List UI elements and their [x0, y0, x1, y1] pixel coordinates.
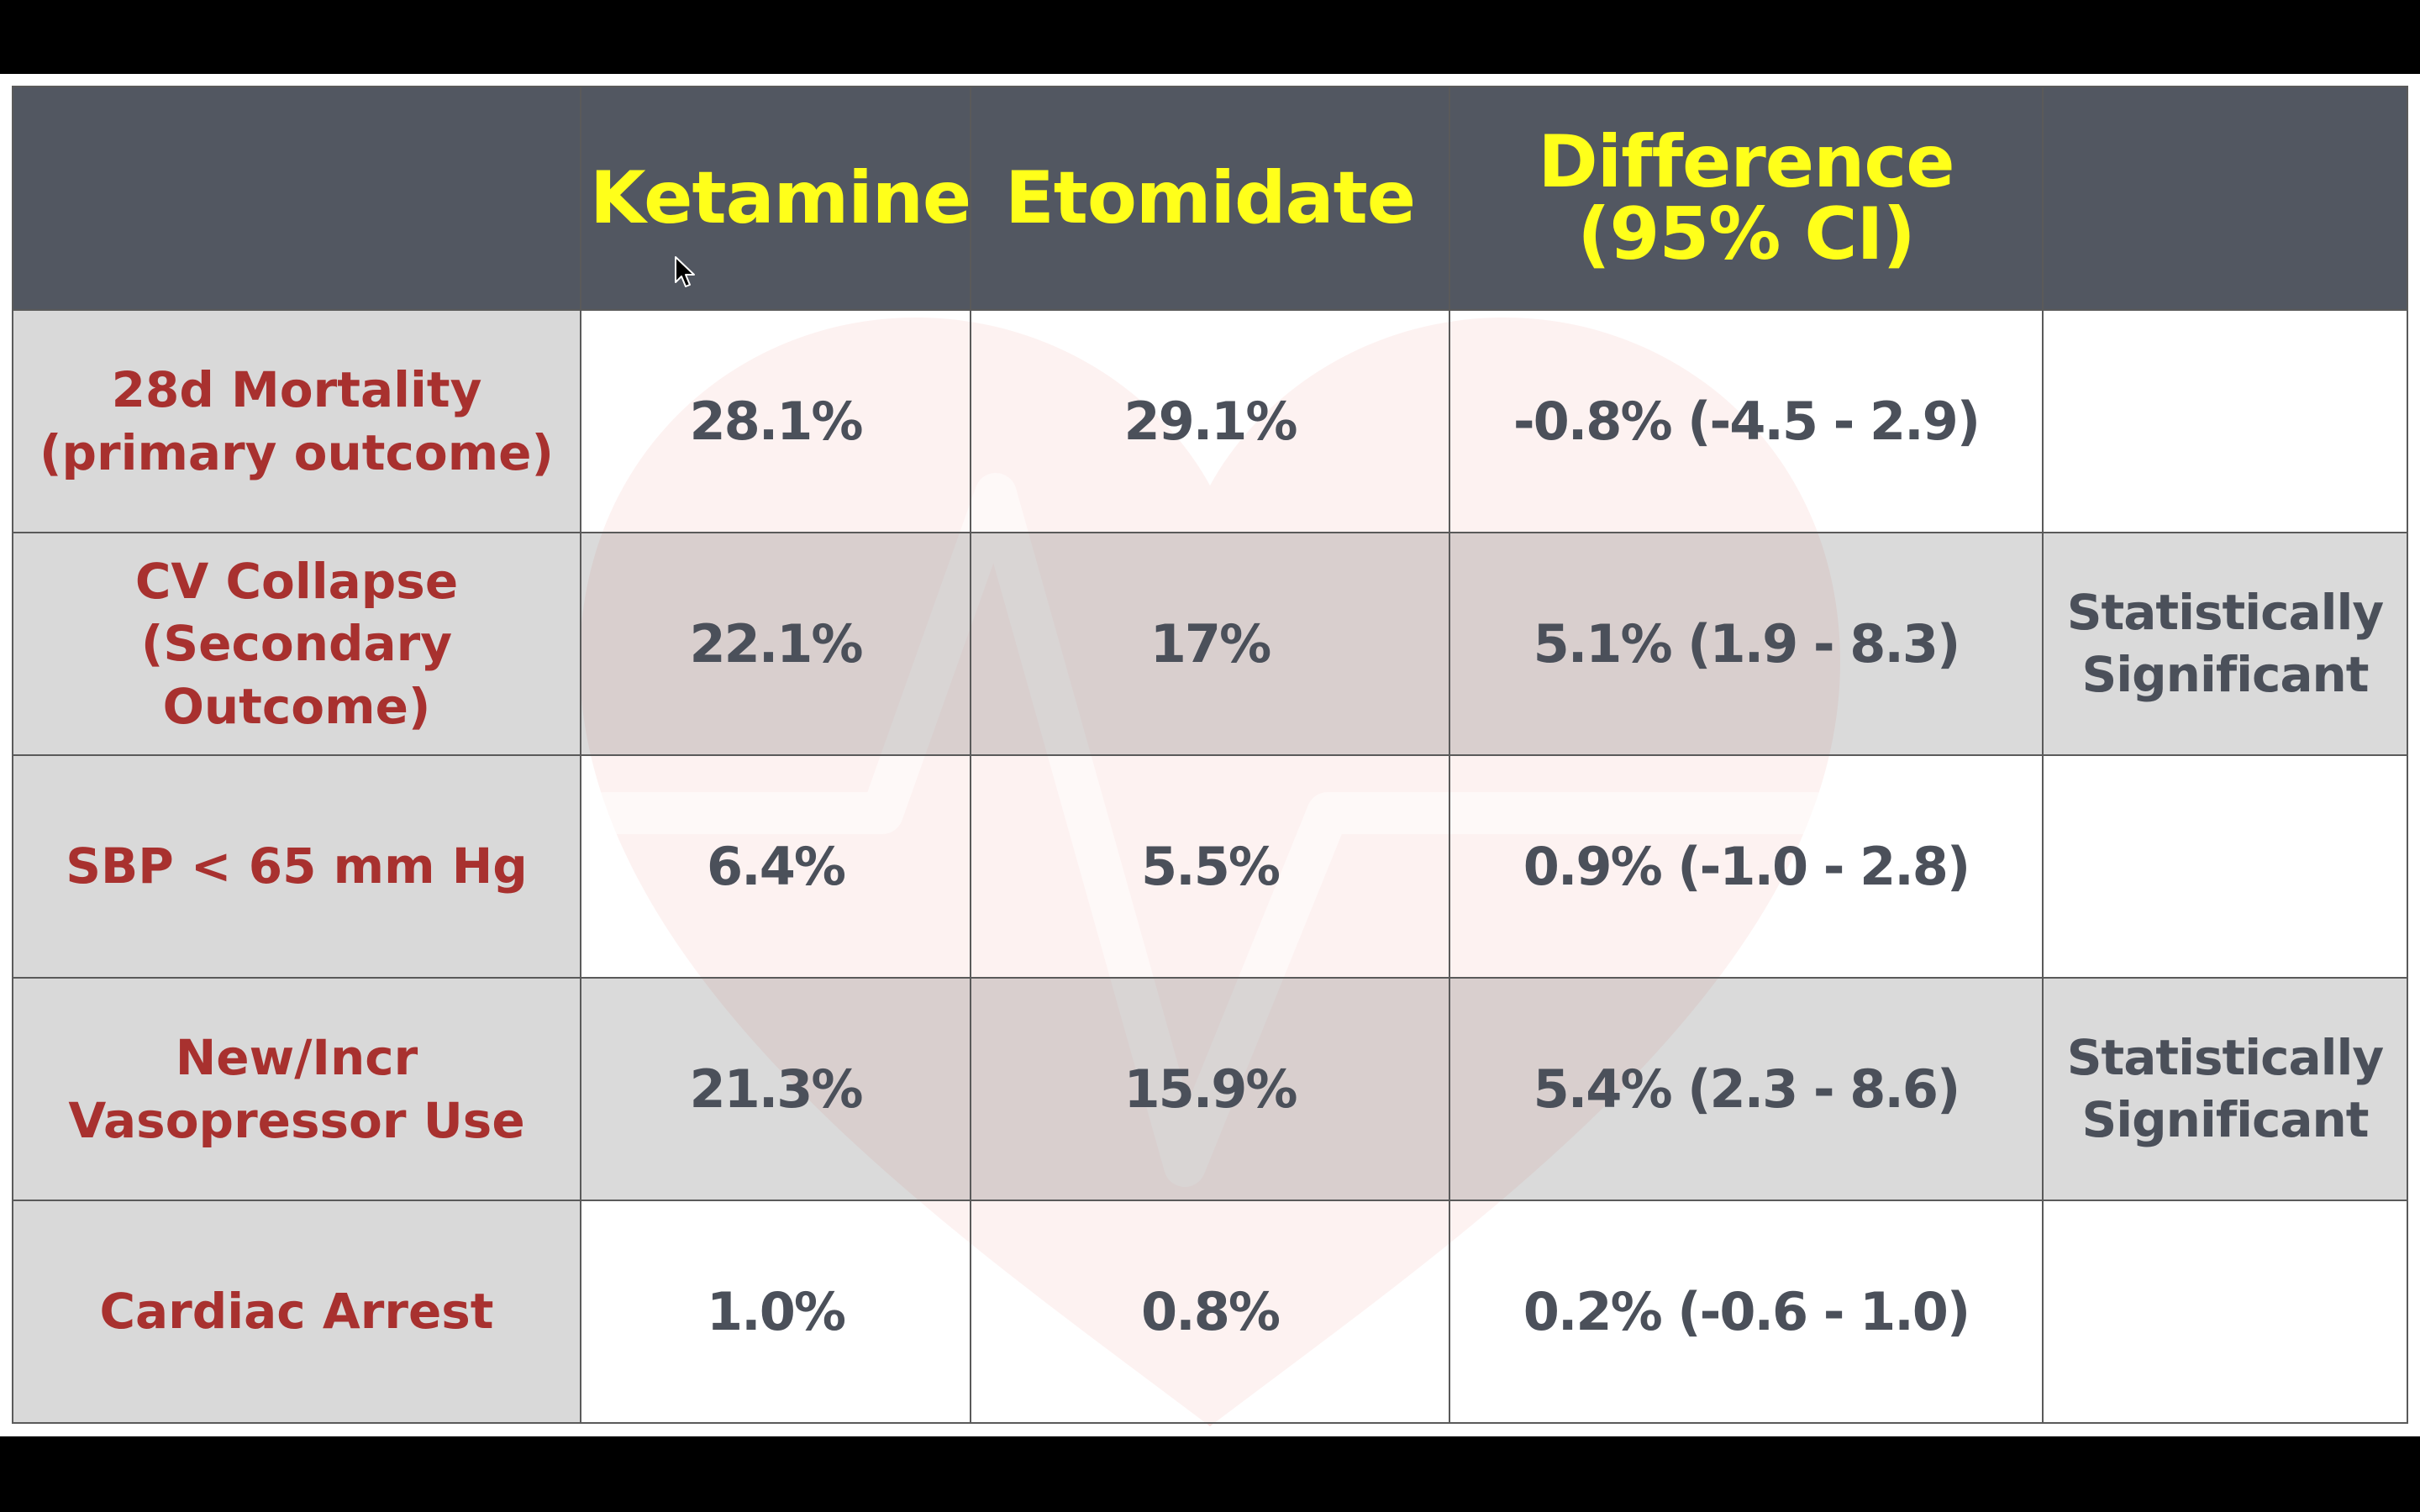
header-difference-line1: Difference [1538, 120, 1954, 204]
ketamine-value: 21.3% [580, 977, 971, 1201]
row-label: New/Incr Vasopressor Use [12, 977, 581, 1201]
row-label-line1: CV Collapse [134, 553, 459, 611]
row-label-line2: (primary outcome) [39, 423, 555, 481]
table-row: 28d Mortality (primary outcome) 28.1% 29… [12, 309, 2408, 533]
header-cell-note [2042, 86, 2408, 311]
header-difference-line2: (95% CI) [1577, 192, 1916, 276]
ketamine-value: 22.1% [580, 532, 971, 756]
note-line2: Significant [2081, 645, 2370, 703]
header-cell-empty [12, 86, 581, 311]
note-line1: Statistically [2066, 584, 2384, 642]
table-row: Cardiac Arrest 1.0% 0.8% 0.2% (-0.6 - 1.… [12, 1200, 2408, 1424]
letterbox-top [0, 0, 2420, 74]
significance-note: Statistically Significant [2042, 532, 2408, 756]
table-row: SBP < 65 mm Hg 6.4% 5.5% 0.9% (-1.0 - 2.… [12, 754, 2408, 979]
significance-note [2042, 309, 2408, 533]
mouse-pointer-icon [675, 256, 695, 287]
row-label-line1: 28d Mortality [111, 361, 482, 419]
table-row: New/Incr Vasopressor Use 21.3% 15.9% 5.4… [12, 977, 2408, 1201]
header-etomidate: Etomidate [970, 86, 1450, 311]
ketamine-value: 28.1% [580, 309, 971, 533]
row-label: CV Collapse (Secondary Outcome) [12, 532, 581, 756]
row-label: Cardiac Arrest [12, 1200, 581, 1424]
header-row: Ketamine Etomidate Difference (95% CI) [12, 86, 2408, 311]
row-label-line1: New/Incr [175, 1029, 418, 1087]
note-line1: Statistically [2066, 1029, 2384, 1087]
slide: Ketamine Etomidate Difference (95% CI) 2… [0, 74, 2420, 1436]
difference-value: -0.8% (-4.5 - 2.9) [1449, 309, 2044, 533]
etomidate-value: 15.9% [970, 977, 1450, 1201]
header-ketamine: Ketamine [580, 86, 971, 311]
table-row: CV Collapse (Secondary Outcome) 22.1% 17… [12, 532, 2408, 756]
difference-value: 0.9% (-1.0 - 2.8) [1449, 754, 2044, 979]
header-difference: Difference (95% CI) [1449, 86, 2044, 311]
row-label-line2: (Secondary Outcome) [140, 615, 453, 735]
etomidate-value: 17% [970, 532, 1450, 756]
etomidate-value: 5.5% [970, 754, 1450, 979]
difference-value: 5.4% (2.3 - 8.6) [1449, 977, 2044, 1201]
ketamine-value: 1.0% [580, 1200, 971, 1424]
note-line2: Significant [2081, 1090, 2370, 1148]
row-label-line1: SBP < 65 mm Hg [66, 837, 528, 895]
significance-note [2042, 754, 2408, 979]
significance-note [2042, 1200, 2408, 1424]
row-label-line1: Cardiac Arrest [99, 1283, 494, 1341]
difference-value: 5.1% (1.9 - 8.3) [1449, 532, 2044, 756]
row-label: 28d Mortality (primary outcome) [12, 309, 581, 533]
etomidate-value: 0.8% [970, 1200, 1450, 1424]
significance-note: Statistically Significant [2042, 977, 2408, 1201]
letterbox-bottom [0, 1436, 2420, 1512]
row-label-line2: Vasopressor Use [68, 1091, 525, 1149]
difference-value: 0.2% (-0.6 - 1.0) [1449, 1200, 2044, 1424]
row-label: SBP < 65 mm Hg [12, 754, 581, 979]
etomidate-value: 29.1% [970, 309, 1450, 533]
results-table: Ketamine Etomidate Difference (95% CI) 2… [12, 86, 2408, 1424]
ketamine-value: 6.4% [580, 754, 971, 979]
